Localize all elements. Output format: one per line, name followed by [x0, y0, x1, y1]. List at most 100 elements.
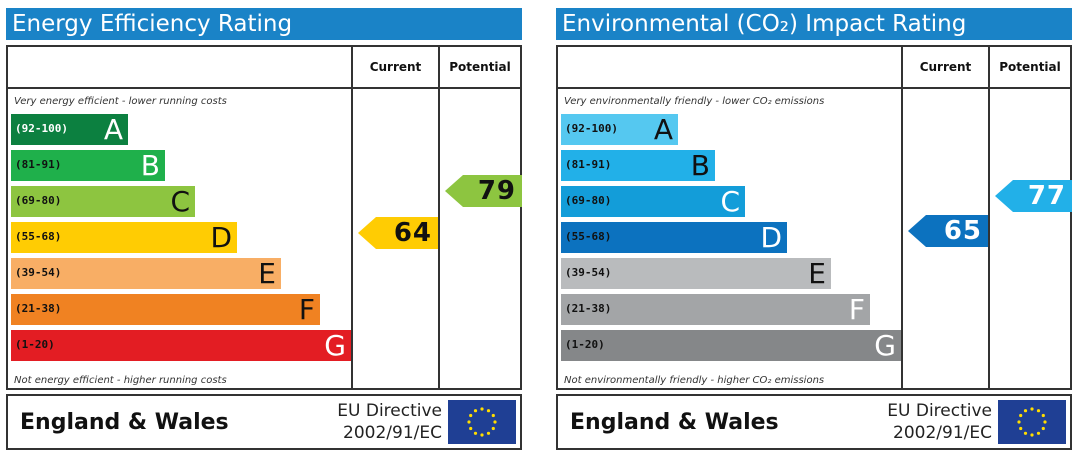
eu-directive: EU Directive 2002/91/EC [887, 400, 992, 444]
band-a: (92-100) A [11, 113, 128, 146]
potential-column-header: Potential [999, 60, 1061, 74]
potential-rating-arrow: 79 [445, 174, 522, 207]
potential-column-header: Potential [449, 60, 511, 74]
eu-star [469, 426, 473, 431]
band-range-label: (39-54) [565, 266, 612, 279]
band-d: (55-68) D [561, 221, 787, 254]
eu-star [1030, 433, 1034, 437]
chart-title: Environmental (CO₂) Impact Rating [556, 8, 1072, 40]
current-column-header: Current [919, 60, 972, 74]
band-range-label: (55-68) [15, 230, 62, 243]
band-g: (1-20) G [561, 329, 901, 362]
directive-line-1: EU Directive [337, 401, 442, 421]
eu-star [1041, 413, 1045, 418]
eu-star [1023, 431, 1028, 435]
environmental-impact-panel: Environmental (CO₂) Impact Rating Curren… [556, 8, 1072, 450]
current-rating-arrow: 64 [358, 216, 438, 249]
chart-title: Energy Efficiency Rating [6, 8, 522, 40]
directive-line-2: 2002/91/EC [893, 423, 992, 443]
band-range-label: (92-100) [565, 122, 618, 135]
eu-star [473, 431, 478, 435]
footer: England & Wales EU Directive 2002/91/EC [556, 394, 1072, 450]
band-letter-label: E [808, 257, 826, 290]
region-label: England & Wales [570, 410, 779, 435]
band-range-label: (1-20) [565, 338, 605, 351]
band-b: (81-91) B [11, 149, 165, 182]
top-note: Very energy efficient - lower running co… [14, 96, 227, 107]
band-range-label: (69-80) [15, 194, 62, 207]
eu-star [469, 413, 473, 418]
eu-star [1043, 420, 1047, 424]
current-rating-value: 65 [943, 215, 982, 246]
rating-chart: Current Potential Very environmentally f… [556, 45, 1072, 390]
bottom-note: Not environmentally friendly - higher CO… [564, 375, 825, 386]
eu-star [467, 420, 471, 424]
band-d: (55-68) D [11, 221, 237, 254]
energy-efficiency-panel: Energy Efficiency Rating Current Potenti… [6, 8, 522, 450]
eu-star [1019, 413, 1023, 418]
rating-chart: Current Potential Very energy efficient … [6, 45, 522, 390]
region-label: England & Wales [20, 410, 229, 435]
band-range-label: (1-20) [15, 338, 55, 351]
eu-star [1036, 409, 1041, 413]
band-range-label: (81-91) [565, 158, 612, 171]
band-g: (1-20) G [11, 329, 351, 362]
band-letter-label: D [210, 221, 232, 254]
eu-star [491, 413, 495, 418]
band-e: (39-54) E [11, 257, 281, 290]
eu-star [1041, 426, 1045, 431]
band-c: (69-80) C [11, 185, 195, 218]
bottom-note: Not energy efficient - higher running co… [14, 375, 227, 386]
band-letter-label: F [848, 293, 865, 326]
band-letter-label: B [140, 149, 160, 182]
band-range-label: (21-38) [565, 302, 612, 315]
band-range-label: (92-100) [15, 122, 68, 135]
band-letter-label: G [874, 329, 896, 362]
current-arrow-shape [358, 216, 438, 249]
eu-directive: EU Directive 2002/91/EC [337, 400, 442, 444]
potential-arrow-shape [995, 179, 1072, 212]
band-range-label: (21-38) [15, 302, 62, 315]
eu-star [480, 433, 484, 437]
current-arrow-shape [908, 214, 988, 247]
eu-star [491, 426, 495, 431]
band-f: (21-38) F [561, 293, 870, 326]
eu-star [1017, 420, 1021, 424]
eu-star [486, 409, 491, 413]
band-letter-label: F [298, 293, 315, 326]
potential-rating-value: 77 [1027, 180, 1066, 211]
directive-line-1: EU Directive [887, 401, 992, 421]
eu-star [473, 409, 478, 413]
current-rating-value: 64 [393, 217, 432, 248]
band-c: (69-80) C [561, 185, 745, 218]
potential-rating-value: 79 [477, 175, 516, 206]
band-e: (39-54) E [561, 257, 831, 290]
eu-flag-icon [998, 400, 1066, 444]
band-a: (92-100) A [561, 113, 678, 146]
band-letter-label: E [258, 257, 276, 290]
band-range-label: (55-68) [565, 230, 612, 243]
current-column-header: Current [369, 60, 422, 74]
band-f: (21-38) F [11, 293, 320, 326]
directive-line-2: 2002/91/EC [343, 423, 442, 443]
eu-star [1036, 431, 1041, 435]
eu-star [480, 407, 484, 411]
footer: England & Wales EU Directive 2002/91/EC [6, 394, 522, 450]
eu-flag-icon [448, 400, 516, 444]
band-letter-label: A [103, 113, 123, 146]
band-letter-label: D [760, 221, 782, 254]
potential-arrow-shape [445, 174, 522, 207]
eu-star [1023, 409, 1028, 413]
band-letter-label: A [653, 113, 673, 146]
eu-star [1019, 426, 1023, 431]
band-range-label: (39-54) [15, 266, 62, 279]
band-range-label: (69-80) [565, 194, 612, 207]
eu-star [493, 420, 497, 424]
eu-star [486, 431, 491, 435]
band-letter-label: C [170, 185, 190, 218]
band-letter-label: B [690, 149, 710, 182]
potential-rating-arrow: 77 [995, 179, 1072, 212]
current-rating-arrow: 65 [908, 214, 988, 247]
eu-star [1030, 407, 1034, 411]
eu-stars [467, 407, 497, 437]
